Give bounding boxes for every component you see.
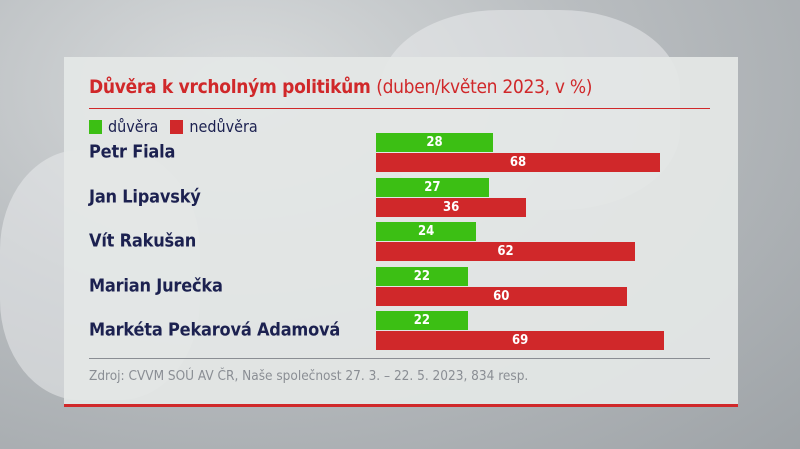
legend-label-duvera: důvěra bbox=[108, 117, 159, 136]
category-label: Petr Fiala bbox=[89, 141, 176, 163]
legend-swatch-neduvera bbox=[170, 119, 184, 134]
legend-label-neduvera: nedůvěra bbox=[189, 117, 258, 136]
bar-neduvera: 69 bbox=[376, 331, 665, 351]
source-note: Zdroj: CVVM SOÚ AV ČR, Naše společnost 2… bbox=[89, 368, 529, 384]
source-divider bbox=[89, 358, 710, 359]
category-label: Markéta Pekarová Adamová bbox=[89, 319, 341, 341]
bar-neduvera: 68 bbox=[376, 153, 660, 172]
bar-neduvera: 36 bbox=[376, 197, 527, 217]
bar-duvera: 22 bbox=[376, 266, 468, 286]
bar-neduvera: 62 bbox=[376, 242, 635, 262]
bar-neduvera: 60 bbox=[376, 286, 627, 306]
bar-duvera: 27 bbox=[376, 177, 489, 197]
bar-duvera: 24 bbox=[376, 222, 477, 242]
category-label: Marian Jurečka bbox=[89, 275, 223, 297]
title-main: Důvěra k vrcholným politikům bbox=[89, 76, 371, 98]
legend-swatch-duvera bbox=[89, 119, 102, 134]
legend: důvěra nedůvěra bbox=[89, 117, 270, 136]
category-label: Vít Rakušan bbox=[89, 230, 197, 252]
title-divider bbox=[89, 108, 710, 109]
bar-duvera: 28 bbox=[376, 133, 493, 152]
bar-duvera: 22 bbox=[376, 311, 468, 331]
bottom-accent-line bbox=[64, 404, 738, 407]
title-subtitle: (duben/květen 2023, v %) bbox=[376, 76, 593, 98]
category-label: Jan Lipavský bbox=[89, 186, 201, 208]
chart-title: Důvěra k vrcholným politikům (duben/květ… bbox=[89, 76, 592, 98]
